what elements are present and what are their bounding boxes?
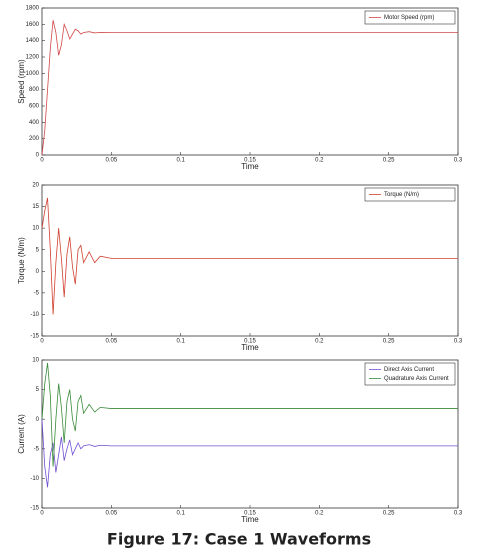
x-tick-label: 0.3 xyxy=(454,339,463,345)
y-tick-label: 0 xyxy=(36,153,40,159)
x-tick-label: 0.3 xyxy=(454,158,463,164)
x-tick-label: 0.25 xyxy=(383,158,395,164)
y-tick-label: 800 xyxy=(29,87,40,93)
series-line xyxy=(41,20,458,156)
y-tick-label: 0 xyxy=(36,269,40,275)
y-tick-label: -15 xyxy=(30,506,39,512)
x-tick-label: 0.1 xyxy=(176,339,185,345)
x-tick-label: 0.15 xyxy=(244,339,256,345)
y-tick-label: 10 xyxy=(32,226,39,232)
series-line xyxy=(41,197,458,315)
x-tick-label: 0.1 xyxy=(176,511,185,517)
y-tick-label: 10 xyxy=(32,358,39,364)
y-tick-label: 1800 xyxy=(26,6,40,12)
x-tick-label: 0.15 xyxy=(244,511,256,517)
x-tick-label: 0 xyxy=(40,511,44,517)
y-tick-label: 5 xyxy=(36,387,40,393)
x-tick-label: 0.25 xyxy=(383,339,395,345)
y-tick-label: 15 xyxy=(32,204,39,210)
y-tick-label: -10 xyxy=(30,476,39,482)
x-tick-label: 0 xyxy=(40,339,44,345)
y-tick-label: 400 xyxy=(29,120,40,126)
x-axis-label: Time xyxy=(241,343,259,352)
y-tick-label: -5 xyxy=(34,446,40,452)
x-tick-label: 0.2 xyxy=(315,339,324,345)
y-tick-label: -10 xyxy=(30,312,39,318)
y-tick-label: 1000 xyxy=(26,71,40,77)
y-axis-label: Speed (rpm) xyxy=(17,59,26,104)
series-line xyxy=(41,362,458,467)
x-tick-label: 0.05 xyxy=(105,511,117,517)
legend-label: Quadrature Axis Current xyxy=(384,376,449,382)
legend-box xyxy=(364,187,456,202)
x-tick-label: 0.2 xyxy=(315,511,324,517)
x-tick-label: 0.2 xyxy=(315,158,324,164)
y-tick-label: 5 xyxy=(36,247,40,253)
y-tick-label: 600 xyxy=(29,104,40,110)
x-tick-label: 0 xyxy=(40,158,44,164)
y-tick-label: 1200 xyxy=(26,55,40,61)
y-tick-label: 1600 xyxy=(26,22,40,28)
plot-area xyxy=(41,7,459,156)
y-tick-label: -5 xyxy=(34,290,40,296)
y-tick-label: 20 xyxy=(32,183,39,189)
legend-box xyxy=(364,362,456,386)
legend-label: Torque (N/m) xyxy=(384,192,419,198)
y-tick-label: 1400 xyxy=(26,38,40,44)
legend-label: Motor Speed (rpm) xyxy=(384,15,434,21)
x-tick-label: 0.05 xyxy=(105,339,117,345)
legend-box xyxy=(364,10,456,25)
legend-label: Direct Axis Current xyxy=(384,367,434,373)
x-axis-label: Time xyxy=(241,162,259,171)
x-axis-label: Time xyxy=(241,515,259,524)
y-axis-label: Current (A) xyxy=(17,414,26,454)
x-tick-label: 0.3 xyxy=(454,511,463,517)
x-tick-label: 0.25 xyxy=(383,511,395,517)
y-axis-label: Torque (N/m) xyxy=(17,237,26,284)
plot-area xyxy=(41,184,459,337)
x-tick-label: 0.15 xyxy=(244,158,256,164)
y-tick-label: -15 xyxy=(30,334,39,340)
y-tick-label: 200 xyxy=(29,136,40,142)
caption: Figure 17: Case 1 Waveforms xyxy=(107,530,371,549)
x-tick-label: 0.05 xyxy=(105,158,117,164)
x-tick-label: 0.1 xyxy=(176,158,185,164)
y-tick-label: 0 xyxy=(36,417,40,423)
